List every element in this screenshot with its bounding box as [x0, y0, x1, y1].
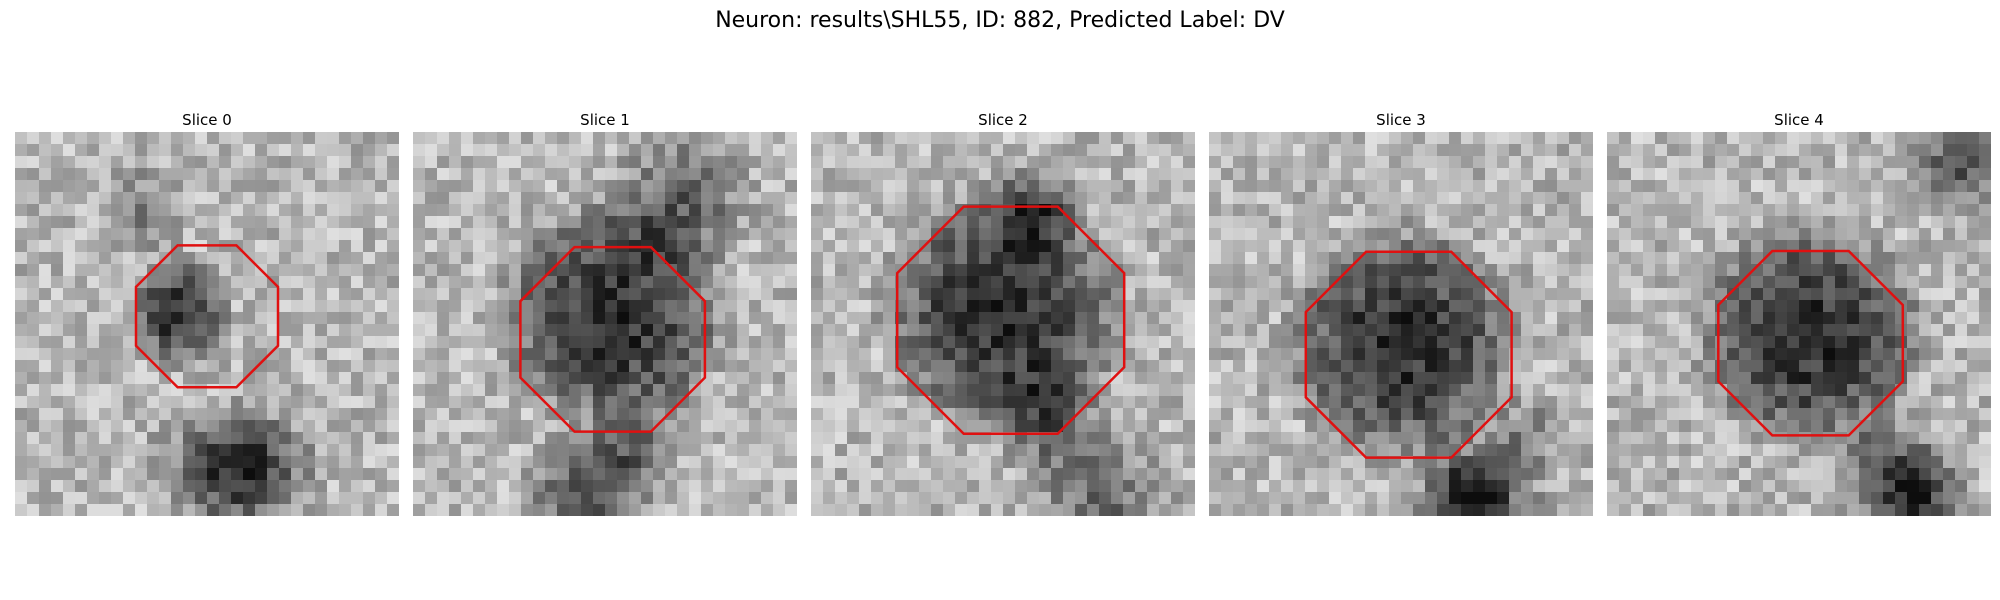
pixel-grid — [413, 132, 797, 516]
slice-title-4: Slice 4 — [1774, 111, 1824, 129]
slice-image-2 — [811, 132, 1195, 516]
slice-title-2: Slice 2 — [978, 111, 1028, 129]
contour-outline-1 — [519, 245, 707, 433]
slice-title-3: Slice 3 — [1376, 111, 1426, 129]
slice-title-1: Slice 1 — [580, 111, 630, 129]
contour-outline-0 — [134, 244, 280, 389]
slice-panel-0: Slice 0 — [15, 108, 399, 516]
pixel-grid — [15, 132, 399, 516]
pixel-grid — [811, 132, 1195, 516]
slice-panel-2: Slice 2 — [811, 108, 1195, 516]
contour-outline-2 — [895, 205, 1126, 435]
contour-outline-3 — [1304, 250, 1513, 459]
slice-image-0 — [15, 132, 399, 516]
slice-image-4 — [1607, 132, 1991, 516]
figure-title: Neuron: results\SHL55, ID: 882, Predicte… — [715, 8, 1285, 33]
slice-panel-1: Slice 1 — [413, 108, 797, 516]
pixel-grid — [1209, 132, 1593, 516]
contour-outline-4 — [1717, 249, 1905, 437]
slice-panel-4: Slice 4 — [1607, 108, 1991, 516]
pixel-grid — [1607, 132, 1991, 516]
slice-panel-3: Slice 3 — [1209, 108, 1593, 516]
slice-image-1 — [413, 132, 797, 516]
slice-image-3 — [1209, 132, 1593, 516]
slice-title-0: Slice 0 — [182, 111, 232, 129]
